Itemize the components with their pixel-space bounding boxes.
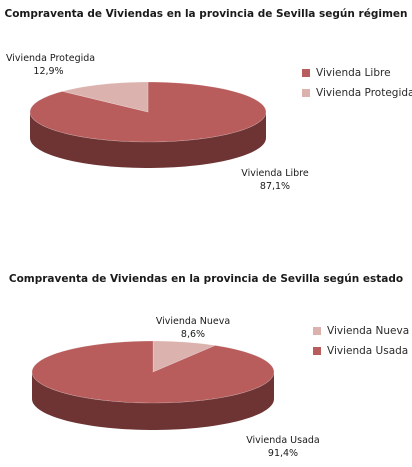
data-label-value: 12,9% (33, 66, 64, 77)
pie-side-vivienda-libre (30, 112, 266, 168)
data-label-value: 8,6% (180, 329, 206, 340)
chart-title: Compraventa de Viviendas en la provincia… (4, 8, 408, 20)
chart-panel-regimen: Compraventa de Viviendas en la provincia… (0, 0, 412, 233)
chart-legend: Vivienda Nueva Vivienda Usada (313, 324, 409, 364)
pie-slice-vivienda-nueva (152, 340, 217, 373)
legend-swatch (313, 347, 321, 355)
legend-label: Vivienda Libre (316, 67, 391, 79)
data-label-category: Vivienda Libre (241, 168, 309, 179)
pie-slice-vivienda-protegida (62, 81, 149, 113)
data-label-vivienda-nueva: Vivienda Nueva 8,6% (148, 315, 238, 341)
legend-label: Vivienda Usada (327, 345, 409, 357)
legend-label: Vivienda Nueva (327, 325, 410, 337)
data-label-vivienda-usada: Vivienda Usada 91,4% (238, 434, 328, 460)
legend-swatch (302, 89, 310, 97)
pie-slice-vivienda-usada (31, 340, 275, 404)
legend-label: Vivienda Protegida (316, 87, 412, 99)
data-label-vivienda-libre: Vivienda Libre 87,1% (230, 167, 320, 193)
legend-item: Vivienda Libre (302, 66, 412, 80)
data-label-value: 91,4% (267, 448, 299, 459)
legend-item: Vivienda Usada (313, 344, 409, 358)
pie-top-group (31, 340, 275, 404)
chart-title: Compraventa de Viviendas en la provincia… (8, 273, 404, 285)
data-label-value: 87,1% (259, 181, 291, 192)
legend-item: Vivienda Protegida (302, 86, 412, 100)
legend-swatch (313, 327, 321, 335)
pie-chart-estado (31, 340, 275, 430)
chart-panel-estado: Compraventa de Viviendas en la provincia… (0, 233, 412, 467)
chart-legend: Vivienda Libre Vivienda Protegida (302, 66, 412, 106)
pie-side-group (30, 112, 266, 168)
pie-top-group (29, 81, 267, 143)
pie-side-vivienda-usada (32, 372, 274, 430)
data-label-category: Vivienda Usada (246, 435, 320, 446)
legend-item: Vivienda Nueva (313, 324, 409, 338)
pie-side-group (32, 372, 274, 430)
data-label-category: Vivienda Protegida (6, 53, 96, 64)
data-label-category: Vivienda Nueva (155, 316, 231, 327)
pie-slice-vivienda-libre (29, 81, 267, 143)
pie-chart-regimen (29, 81, 267, 168)
data-label-vivienda-protegida: Vivienda Protegida 12,9% (6, 52, 96, 78)
legend-swatch (302, 69, 310, 77)
